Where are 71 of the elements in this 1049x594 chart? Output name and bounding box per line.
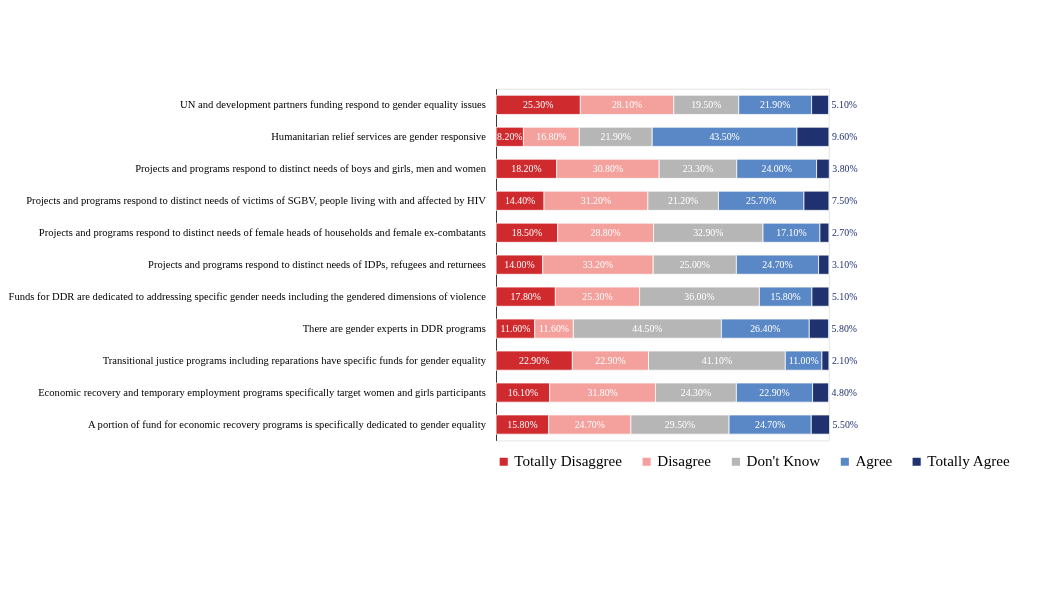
y-tick-label: Projects and programs respond to distinct needs of victims of SGBV, people living with and affected by HIV [26, 194, 487, 206]
data-label: 8.20% [497, 130, 523, 142]
data-label: 5.10% [831, 98, 857, 110]
data-label: 18.50% [511, 226, 543, 238]
y-tick-label: Projects and programs respond to distinct needs of female heads of households and female ex-combatants [38, 226, 486, 238]
data-label: 28.80% [590, 226, 621, 238]
data-label: 24.70% [755, 418, 786, 430]
data-label: 22.90% [759, 386, 790, 398]
data-label: 25.30% [582, 290, 613, 302]
data-label: 15.80% [770, 290, 801, 302]
data-label: 14.00% [504, 258, 535, 270]
data-label: 43.50% [709, 130, 740, 142]
y-tick-label: Economic recovery and temporary employment programs specifically target women and girls participants [38, 386, 486, 398]
data-label: 25.70% [746, 194, 777, 206]
data-label: 36.00% [684, 290, 715, 302]
data-label: 5.10% [831, 290, 858, 302]
data-label: 16.10% [507, 386, 539, 398]
data-label: 21.20% [668, 194, 699, 206]
data-label: 11.60% [500, 322, 531, 334]
data-label: 9.60% [831, 130, 858, 142]
data-label: 3.80% [832, 162, 858, 174]
data-label: 16.80% [536, 130, 567, 142]
data-label: 25.00% [679, 258, 710, 270]
data-label: 24.70% [574, 418, 605, 430]
data-label: 31.80% [587, 386, 618, 398]
data-label: 26.40% [750, 322, 781, 334]
y-tick-label: Funds for DDR are dedicated to addressing specific gender needs including the gendered dimensions of violence [8, 290, 487, 302]
data-label: 25.30% [523, 98, 554, 110]
y-tick-label: Transitional justice programs including reparations have specific funds for gender equality [102, 354, 487, 366]
data-label: 11.60% [539, 322, 570, 334]
data-label: 15.80% [507, 418, 538, 430]
y-tick-label: Projects and programs respond to distinct needs of IDPs, refugees and returnees [148, 258, 486, 270]
data-label: 5.50% [832, 418, 858, 430]
data-label: 5.80% [831, 322, 857, 334]
data-label: 28.10% [611, 98, 643, 110]
data-label: 30.80% [592, 162, 624, 174]
data-label: 21.90% [600, 130, 631, 142]
data-label: 41.10% [701, 354, 733, 366]
data-label: 14.40% [504, 194, 536, 206]
data-label: 17.10% [776, 226, 807, 238]
data-label: 32.90% [693, 226, 724, 238]
data-label: 24.00% [761, 162, 792, 174]
legend-label: Totally Agree [927, 453, 1010, 470]
data-label: 4.80% [831, 386, 857, 398]
legend-label: Don't Know [746, 453, 821, 470]
data-label: 22.90% [519, 354, 550, 366]
legend-label: Agree [855, 453, 893, 470]
data-label: 31.20% [580, 194, 612, 206]
legend-label: Totally Disaggree [514, 453, 623, 470]
data-label: 23.30% [682, 162, 714, 174]
data-label: 11.00% [788, 354, 819, 366]
y-tick-label: Projects and programs respond to distinct needs of boys and girls, men and women [135, 162, 487, 174]
data-label: 29.50% [664, 418, 696, 430]
y-tick-label: Humanitarian relief services are gender responsive [271, 130, 487, 142]
data-label: 2.70% [831, 226, 858, 238]
data-label: 18.20% [511, 162, 542, 174]
data-label: 2.10% [831, 354, 858, 366]
data-label: 3.10% [831, 258, 858, 270]
legend-label: Disagree [657, 453, 712, 470]
y-tick-label: There are gender experts in DDR programs [302, 322, 486, 334]
data-label: 44.50% [632, 322, 663, 334]
y-tick-label: UN and development partners funding respond to gender equality issues [180, 98, 486, 110]
data-label: 17.80% [510, 290, 541, 302]
data-label: 21.90% [760, 98, 791, 110]
data-label: 24.30% [680, 386, 712, 398]
data-label: 33.20% [582, 258, 614, 270]
data-label: 24.70% [762, 258, 793, 270]
data-label: 22.90% [595, 354, 626, 366]
data-label: 7.50% [831, 194, 858, 206]
y-tick-label: A portion of fund for economic recovery programs is specifically dedicated to gender equality [87, 418, 487, 430]
data-label: 19.50% [691, 98, 722, 110]
